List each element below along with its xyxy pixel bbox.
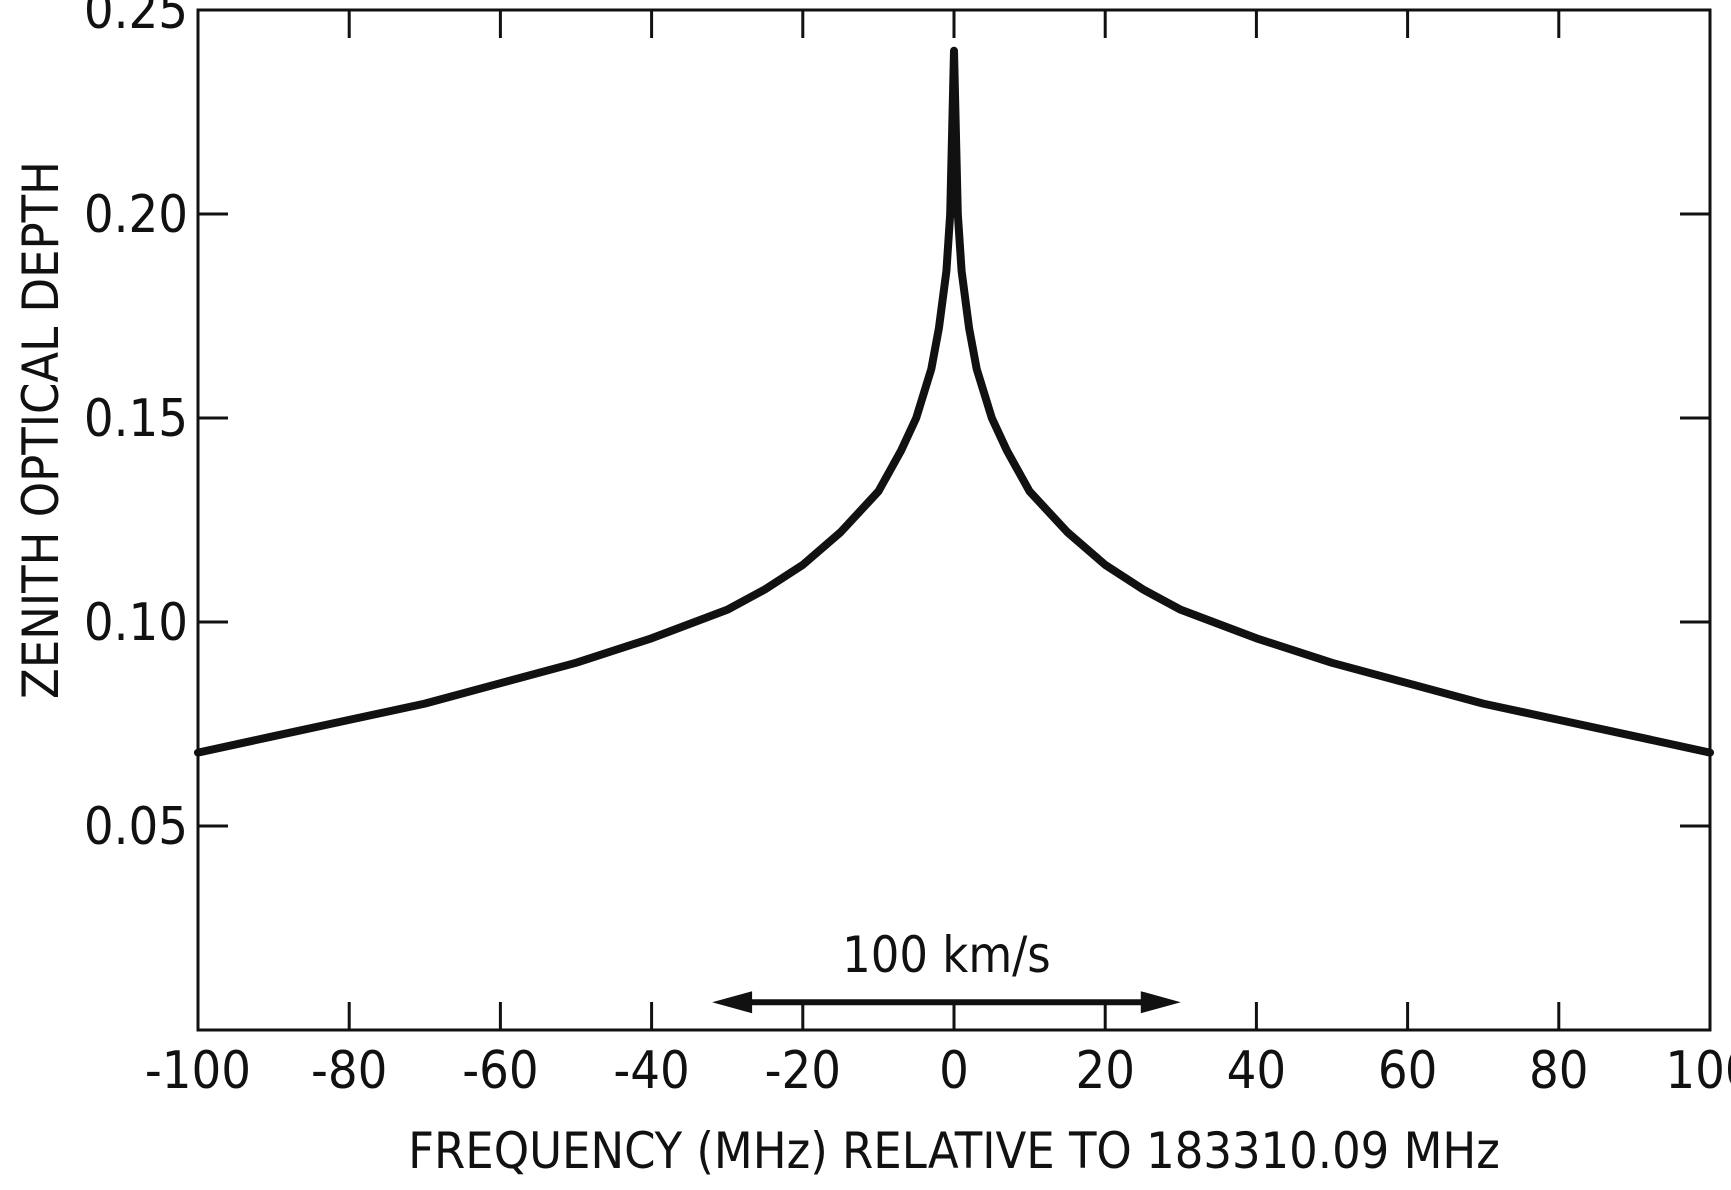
y-axis-title: ZENITH OPTICAL DEPTH xyxy=(12,161,70,699)
annotation-label: 100 km/s xyxy=(842,926,1051,984)
x-tick-label: 100 xyxy=(1665,1041,1731,1101)
y-tick-label: 0.05 xyxy=(84,797,188,857)
x-tick-label: -100 xyxy=(145,1041,251,1101)
y-tick-label: 0.10 xyxy=(84,593,188,653)
x-tick-label: 0 xyxy=(939,1041,969,1101)
x-tick-label: 40 xyxy=(1227,1041,1287,1101)
x-tick-label: -20 xyxy=(765,1041,841,1101)
x-tick-label: -60 xyxy=(462,1041,538,1101)
y-tick-label: 0.20 xyxy=(84,185,188,245)
x-tick-label: -40 xyxy=(613,1041,689,1101)
y-tick-label: 0.15 xyxy=(84,389,188,449)
x-axis-title: FREQUENCY (MHz) RELATIVE TO 183310.09 MH… xyxy=(408,1122,1500,1180)
tick-labels: -100 -80 -60 -40 -20 0 20 40 60 80 100 0.05 0.10 0.15… xyxy=(84,0,1731,1101)
axis-ticks xyxy=(196,8,1712,1030)
annotation-arrowhead-left xyxy=(712,991,753,1014)
annotation-arrowhead-right xyxy=(1140,991,1181,1014)
x-tick-label: 20 xyxy=(1075,1041,1135,1101)
x-tick-label: 80 xyxy=(1529,1041,1589,1101)
series-line xyxy=(194,46,1714,757)
velocity-annotation: 100 km/s xyxy=(712,926,1181,1014)
x-tick-label: -80 xyxy=(311,1041,387,1101)
x-tick-label: 60 xyxy=(1378,1041,1438,1101)
y-tick-label: 0.25 xyxy=(84,0,188,41)
